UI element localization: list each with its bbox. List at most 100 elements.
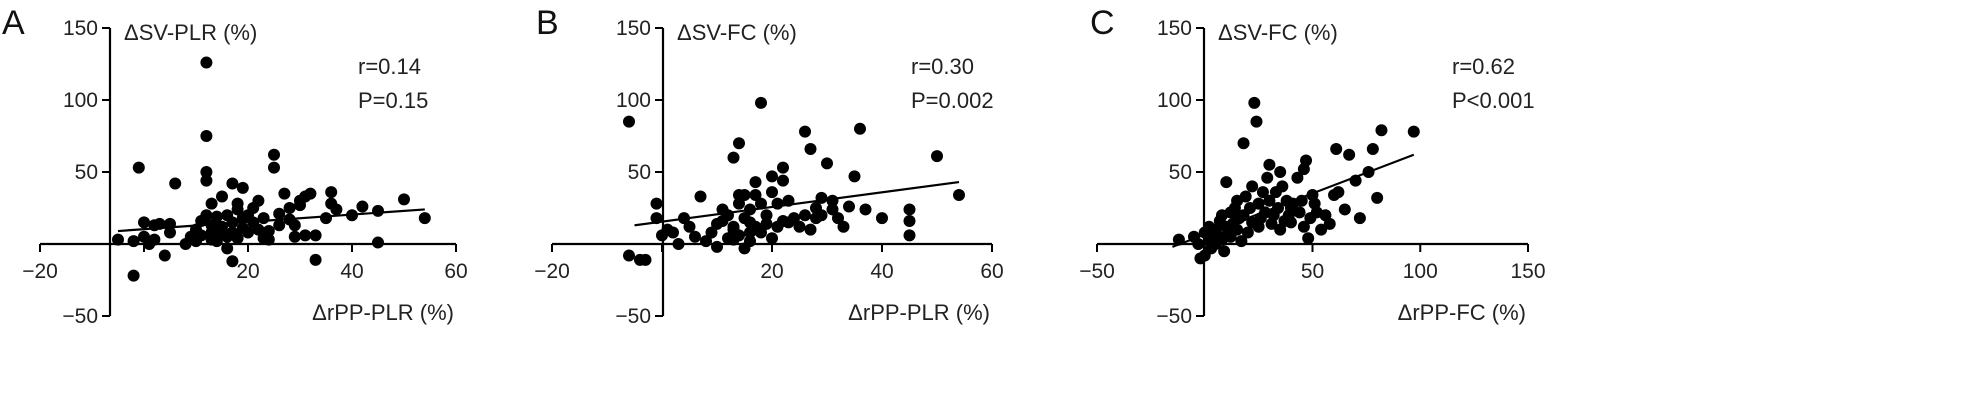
panel-a-data-point <box>273 219 286 232</box>
panel-b-data-point <box>760 209 773 222</box>
panel-a-y-tick-label: 150 <box>63 17 98 40</box>
panel-c-data-point <box>1375 124 1388 137</box>
panel-a-data-point <box>138 216 150 229</box>
panel-b-data-point <box>755 96 767 109</box>
panel-b-data-point <box>700 235 712 248</box>
panel-c-data-point <box>1237 137 1250 150</box>
panel-b-data-point <box>876 212 888 225</box>
panel-c-data-point <box>1315 223 1328 236</box>
panel-c-data-point <box>1220 176 1233 189</box>
panel-c-data-point <box>1349 174 1362 187</box>
panel-a-data-point <box>164 217 176 230</box>
panel-a-y-tick-label: −50 <box>62 305 98 328</box>
panel-c-x-tick-label: −50 <box>1079 260 1115 283</box>
panel-b-data-point <box>821 157 833 170</box>
panel-b-data-point <box>903 229 916 242</box>
panel-a-x-axis-title: ΔrPP-PLR (%) <box>312 300 454 325</box>
panel-a-data-point <box>200 174 213 187</box>
panel-a-data-point <box>252 223 265 236</box>
panel-a-data-point <box>200 209 213 222</box>
panel-b-data-point <box>623 115 635 128</box>
panel-b-data-point <box>843 200 855 213</box>
panel-c-data-point <box>1284 216 1297 229</box>
panel-b-data-point <box>650 197 663 210</box>
panel-a-data-point <box>112 233 124 246</box>
panel-b-data-point <box>650 212 663 225</box>
panel-a-stat-r: r=0.14 <box>358 54 421 79</box>
panel-b-data-point <box>727 220 740 233</box>
panel-b-x-tick-label: 20 <box>760 260 783 283</box>
panel-a-data-point <box>231 232 244 245</box>
panel-b-data-point <box>777 161 789 174</box>
panel-b-data-point <box>755 197 767 210</box>
panel-c-data-point <box>1300 154 1313 167</box>
panel-a-data-point <box>309 229 322 242</box>
panel-c-data-point <box>1172 233 1185 246</box>
panel-c-data-point <box>1407 125 1420 138</box>
panel-a-y-axis-title: ΔSV-PLR (%) <box>124 20 257 45</box>
panel-a-data-point <box>252 194 265 207</box>
panel-b-data-point <box>722 209 734 222</box>
panel-b-stat-r: r=0.30 <box>911 54 974 79</box>
panel-c-data-point <box>1272 202 1285 214</box>
panel-a-x-tick-label: −20 <box>22 260 58 283</box>
panel-a-data-point <box>372 204 384 217</box>
panel-a-data-point <box>304 187 317 200</box>
panel-a-data-point <box>309 253 322 266</box>
panel-b-data-point <box>689 230 701 243</box>
panel-a-x-tick-label: 20 <box>236 260 259 283</box>
panel-a-data-point <box>288 219 301 232</box>
panel-b-data-point <box>832 212 844 225</box>
panel-b-data-point <box>815 191 828 204</box>
panel-c-x-tick-label: 50 <box>1301 260 1324 283</box>
panel-c-data-point <box>1338 203 1351 216</box>
panel-a-data-point <box>262 233 275 246</box>
panel-a-data-point <box>288 230 301 243</box>
panel-b-data-point <box>766 232 778 245</box>
panel-a-data-point <box>169 177 182 190</box>
panel-b-data-point <box>931 150 943 163</box>
panel-a-data-point <box>132 161 145 174</box>
panel-c-y-tick-label: 150 <box>1157 17 1192 40</box>
panel-c-data-point <box>1252 197 1265 210</box>
panel-b-data-point <box>733 229 745 242</box>
panel-a-data-point <box>127 235 140 248</box>
panel-a-data-point <box>200 56 213 69</box>
panel-a-data-point <box>127 269 140 282</box>
panel-a-data-point <box>398 193 410 206</box>
panel-b-data-point <box>639 253 652 266</box>
panel-a-data-point <box>200 166 213 178</box>
panel-b-y-tick-label: 100 <box>616 89 651 112</box>
panel-c-stat-p: P<0.001 <box>1452 88 1535 113</box>
panel-a-data-point <box>195 229 208 242</box>
panel-c-data-point <box>1353 212 1366 225</box>
panel-b-data-point <box>727 151 740 164</box>
panel-b-letter: B <box>536 4 559 42</box>
panel-a-data-point <box>231 203 244 216</box>
panel-b-data-point <box>755 226 767 239</box>
panel-a-data-point <box>148 233 161 246</box>
panel-b-data-point <box>771 197 784 210</box>
panel-a-data-point <box>226 216 239 229</box>
panel-b-data-point <box>804 223 817 236</box>
panel-a-data-point <box>418 212 431 225</box>
panel-b-data-point <box>766 170 778 183</box>
panel-a-data-point <box>283 202 296 214</box>
panel-c-data-point <box>1302 232 1315 245</box>
panel-c-data-point <box>1231 223 1244 236</box>
panel-b-data-point <box>953 189 965 202</box>
panel-c-letter: C <box>1090 4 1115 42</box>
panel-c-y-tick-label: 100 <box>1157 89 1192 112</box>
panel-a-data-point <box>210 210 223 223</box>
panel-a-data-point <box>346 209 358 222</box>
panel-c-data-point <box>1248 96 1261 109</box>
panel-c-data-point <box>1218 245 1231 258</box>
panel-c-x-tick-label: 100 <box>1403 260 1438 283</box>
panel-b-data-point <box>777 174 789 187</box>
panel-b-data-point <box>793 220 806 233</box>
panel-a-data-point <box>325 186 338 199</box>
panel-a-data-point <box>356 200 369 213</box>
panel-c-y-tick-label: 50 <box>1169 161 1192 184</box>
panel-c-data-point <box>1239 190 1252 203</box>
